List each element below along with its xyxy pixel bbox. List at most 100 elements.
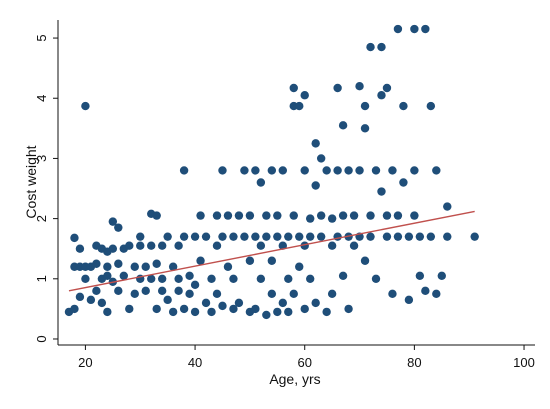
data-point xyxy=(273,211,282,220)
data-point xyxy=(289,83,298,93)
data-point xyxy=(174,286,183,296)
data-point xyxy=(360,256,370,265)
data-point xyxy=(333,232,342,241)
data-point xyxy=(338,271,348,280)
data-point xyxy=(316,232,326,241)
y-tick-label: 4 xyxy=(34,95,49,102)
data-point xyxy=(81,274,90,283)
data-point xyxy=(108,244,118,253)
data-point xyxy=(410,211,419,220)
fit-line xyxy=(68,210,475,292)
data-point xyxy=(306,232,315,241)
data-point xyxy=(322,307,331,317)
y-tick-label: 0 xyxy=(34,335,49,342)
data-point xyxy=(147,274,156,283)
plot-frame xyxy=(57,20,535,346)
data-point xyxy=(306,274,315,283)
data-point xyxy=(174,241,183,250)
data-point xyxy=(393,211,403,220)
data-point xyxy=(284,232,293,241)
data-point xyxy=(256,178,266,187)
data-point xyxy=(393,232,403,241)
data-point xyxy=(371,166,381,175)
data-point xyxy=(201,232,211,241)
data-point xyxy=(426,232,436,241)
data-point xyxy=(108,217,118,226)
data-point xyxy=(382,211,392,220)
x-tick-label: 80 xyxy=(407,355,421,370)
data-point xyxy=(190,280,200,290)
data-point xyxy=(382,232,392,241)
data-point xyxy=(360,124,370,133)
data-point xyxy=(344,166,353,175)
data-point xyxy=(240,232,249,241)
data-point xyxy=(262,211,271,220)
data-point xyxy=(75,292,85,302)
data-point xyxy=(179,232,189,241)
data-point xyxy=(251,232,260,241)
y-axis-ticks: 0 1 2 3 4 5 xyxy=(34,34,58,343)
data-point xyxy=(218,166,227,175)
data-point xyxy=(360,101,370,111)
data-point xyxy=(338,121,348,130)
data-point xyxy=(92,286,101,296)
data-point xyxy=(377,91,386,100)
x-axis-title: Age, yrs xyxy=(269,371,320,387)
data-point xyxy=(130,262,139,271)
data-point xyxy=(316,211,326,220)
data-point xyxy=(251,304,260,314)
data-point xyxy=(404,295,414,305)
data-point xyxy=(168,262,178,271)
data-point xyxy=(234,211,244,220)
data-point xyxy=(152,304,161,314)
data-point xyxy=(311,139,320,148)
data-point xyxy=(207,274,216,283)
data-point xyxy=(218,232,227,241)
data-point xyxy=(86,295,96,305)
data-point xyxy=(273,232,282,241)
data-point xyxy=(240,166,249,175)
data-point xyxy=(114,259,123,268)
x-tick-label: 40 xyxy=(188,355,202,370)
data-point xyxy=(152,259,161,268)
data-point xyxy=(289,289,298,299)
data-point xyxy=(333,166,342,175)
data-point xyxy=(157,286,167,296)
y-axis-title: Cost weight xyxy=(23,145,39,218)
data-point xyxy=(229,304,238,314)
data-point xyxy=(103,271,112,280)
data-point xyxy=(366,42,375,52)
x-tick-label: 60 xyxy=(297,355,311,370)
data-point xyxy=(267,166,277,175)
data-point xyxy=(185,271,194,280)
data-point xyxy=(130,289,139,299)
y-tick-label: 2 xyxy=(34,215,49,222)
data-point xyxy=(234,298,244,308)
data-point xyxy=(201,298,211,308)
data-point xyxy=(223,262,233,271)
data-point xyxy=(70,233,79,243)
data-point xyxy=(229,274,238,283)
data-point xyxy=(284,307,293,317)
data-point xyxy=(141,262,150,271)
data-point xyxy=(163,295,172,305)
data-point xyxy=(399,178,408,187)
data-point xyxy=(267,289,277,299)
data-point xyxy=(327,289,337,299)
x-axis-ticks: 20 40 60 80 100 xyxy=(78,345,535,370)
data-point xyxy=(300,91,309,100)
data-point xyxy=(163,232,172,241)
data-point xyxy=(245,256,255,265)
data-point xyxy=(196,256,205,265)
data-point xyxy=(136,232,145,241)
data-point xyxy=(278,166,287,175)
data-point xyxy=(267,256,277,265)
data-point xyxy=(344,304,353,314)
data-point xyxy=(355,166,364,175)
data-point xyxy=(185,289,194,299)
data-point xyxy=(75,244,85,253)
data-point xyxy=(322,166,331,175)
data-point xyxy=(327,214,337,223)
data-point xyxy=(399,101,408,111)
data-point xyxy=(223,211,233,220)
